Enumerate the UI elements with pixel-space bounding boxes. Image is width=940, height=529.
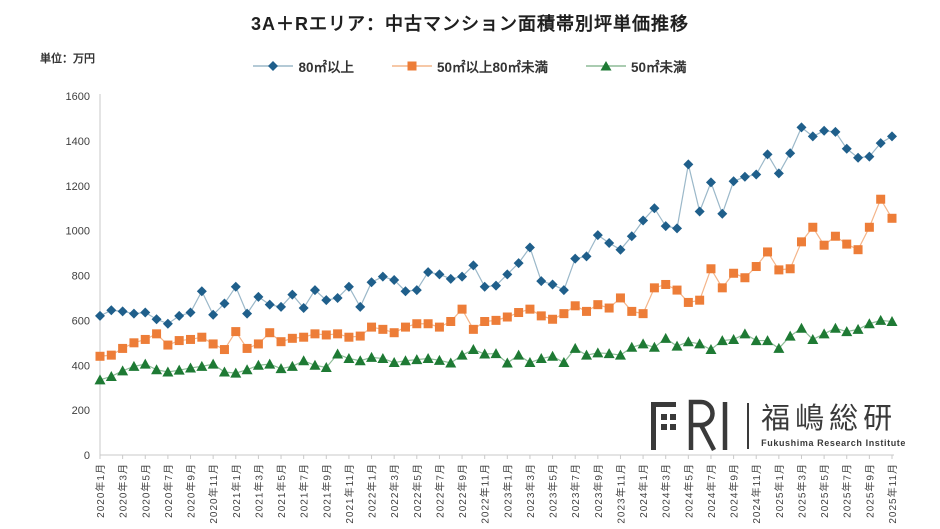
svg-text:2020年5月: 2020年5月 [139, 463, 152, 518]
legend-label-1: 50㎡以上80㎡未満 [436, 60, 549, 75]
svg-text:1600: 1600 [66, 91, 90, 103]
svg-text:1000: 1000 [66, 226, 90, 238]
svg-text:2020年9月: 2020年9月 [185, 463, 198, 518]
logo-japanese-name: 福嶋総研 [761, 403, 898, 436]
svg-text:2023年3月: 2023年3月 [524, 463, 537, 518]
legend-label-2: 50㎡未満 [631, 60, 687, 75]
legend-label-0: 80㎡以上 [298, 60, 354, 75]
svg-text:2022年1月: 2022年1月 [366, 463, 379, 518]
unit-label: 単位：万円 [40, 53, 95, 65]
logo-english-name: Fukushima Research Institute [761, 437, 906, 448]
svg-text:2024年3月: 2024年3月 [660, 463, 673, 518]
svg-text:400: 400 [72, 360, 90, 372]
svg-text:2022年3月: 2022年3月 [388, 463, 401, 518]
svg-text:2020年7月: 2020年7月 [162, 463, 175, 518]
legend-item-2: 50㎡未満 [586, 56, 687, 76]
fri-logo-mark [651, 399, 728, 452]
svg-text:2022年5月: 2022年5月 [411, 463, 424, 518]
series-markers-0 [95, 122, 897, 329]
svg-text:2025年7月: 2025年7月 [841, 463, 854, 518]
x-axis-labels: 2020年1月 2020年3月 2020年5月 2020年7月 2020年9月 2020年… [94, 455, 899, 524]
svg-text:2023年7月: 2023年7月 [569, 463, 582, 518]
svg-text:2023年9月: 2023年9月 [592, 463, 605, 518]
svg-text:2025年1月: 2025年1月 [773, 463, 786, 518]
svg-text:2022年7月: 2022年7月 [433, 463, 446, 518]
svg-text:2025年9月: 2025年9月 [863, 463, 876, 518]
svg-text:600: 600 [72, 315, 90, 327]
svg-text:2024年7月: 2024年7月 [705, 463, 718, 518]
svg-text:2021年1月: 2021年1月 [230, 463, 243, 518]
svg-text:2020年3月: 2020年3月 [117, 463, 130, 518]
svg-text:2025年3月: 2025年3月 [795, 463, 808, 518]
legend-marker-diamond-icon [253, 61, 294, 71]
svg-text:2024年9月: 2024年9月 [728, 463, 741, 518]
svg-text:0: 0 [84, 450, 90, 462]
y-axis-labels: 0 200 400 600 800 1000 1200 1400 1600 [66, 91, 90, 462]
series-line-1 [99, 197, 893, 357]
series-markers-2 [94, 314, 898, 385]
svg-text:800: 800 [72, 271, 90, 283]
svg-text:2023年5月: 2023年5月 [547, 463, 560, 518]
svg-text:2021年5月: 2021年5月 [275, 463, 288, 518]
svg-text:2020年1月: 2020年1月 [94, 463, 107, 518]
svg-text:2024年11月: 2024年11月 [750, 463, 763, 524]
svg-text:2024年1月: 2024年1月 [637, 463, 650, 518]
logo-divider [747, 403, 750, 449]
svg-text:1200: 1200 [66, 181, 90, 193]
svg-text:2025年5月: 2025年5月 [818, 463, 831, 518]
svg-text:2024年5月: 2024年5月 [682, 463, 695, 518]
series-line-0 [99, 126, 893, 325]
svg-text:2021年11月: 2021年11月 [343, 463, 356, 524]
svg-text:2023年11月: 2023年11月 [614, 463, 627, 524]
chart-axes [99, 94, 894, 456]
fri-logo: 福嶋総研 Fukushima Research Institute [649, 399, 906, 453]
legend-marker-triangle-icon [586, 61, 627, 71]
legend-item-0: 80㎡以上 [253, 56, 354, 76]
svg-text:2021年7月: 2021年7月 [298, 463, 311, 518]
svg-text:2022年9月: 2022年9月 [456, 463, 469, 518]
svg-text:200: 200 [72, 405, 90, 417]
svg-text:2023年1月: 2023年1月 [501, 463, 514, 518]
legend-item-1: 50㎡以上80㎡未満 [391, 56, 549, 76]
legend-marker-square-icon [391, 61, 432, 71]
svg-text:2021年9月: 2021年9月 [320, 463, 333, 518]
svg-text:2022年11月: 2022年11月 [479, 463, 492, 524]
chart-legend: 80㎡以上 50㎡以上80㎡未満 50㎡未満 [0, 56, 940, 76]
chart-title: 3A＋Rエリア：中古マンション面積帯別坪単価推移 [250, 14, 689, 34]
series-markers-1 [95, 194, 897, 361]
svg-text:2025年11月: 2025年11月 [886, 463, 899, 524]
svg-text:2020年11月: 2020年11月 [207, 463, 220, 524]
svg-text:2021年3月: 2021年3月 [252, 463, 265, 518]
svg-text:1400: 1400 [66, 136, 90, 148]
